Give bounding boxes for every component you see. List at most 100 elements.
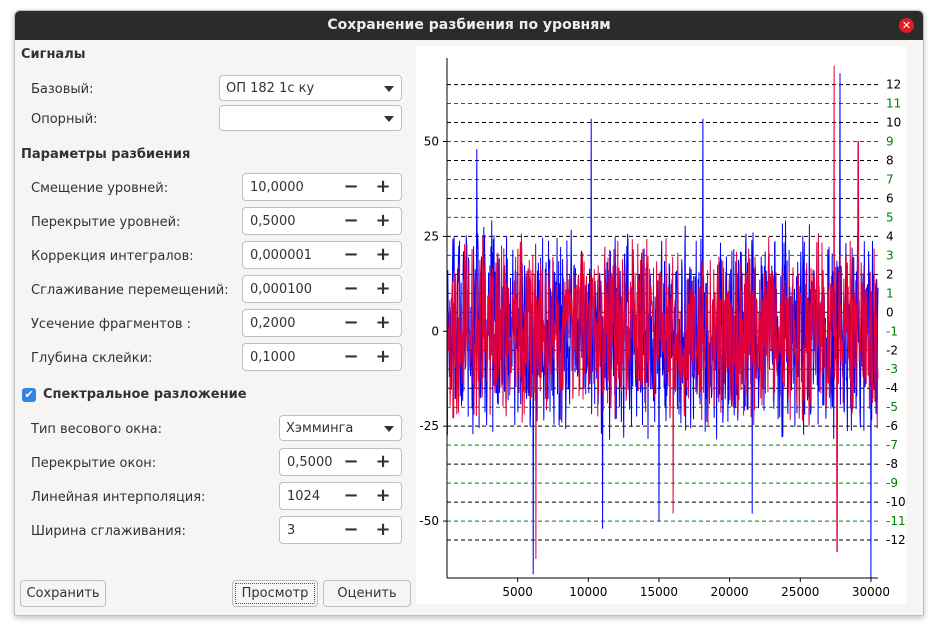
level-offset-spin[interactable]: 10,0000 − +: [242, 173, 402, 201]
spin-value[interactable]: 1024: [287, 489, 321, 504]
x-tick-label: 10000: [569, 585, 607, 599]
smoothing-width-spin[interactable]: 3 − +: [279, 516, 402, 544]
chevron-down-icon: [384, 426, 394, 432]
minus-icon[interactable]: −: [343, 346, 359, 367]
plus-icon[interactable]: +: [375, 244, 391, 265]
level-label: -3: [886, 362, 898, 376]
y-tick-label: 0: [431, 324, 439, 338]
minus-icon[interactable]: −: [343, 451, 359, 472]
spin-value[interactable]: 0,5000: [287, 455, 333, 470]
level-label: 3: [886, 248, 894, 262]
level-label: 7: [886, 172, 894, 186]
params-header: Параметры разбиения: [21, 147, 191, 162]
level-label: 1: [886, 286, 894, 300]
signal-plot[interactable]: 12 11 10 9 8 7 6 5 4 3 2 1 0 -1 -2 -3 -4 -5 -6 -7 -8 -9 -10 -11…: [416, 46, 906, 604]
level-label: 8: [886, 153, 894, 167]
base-signal-value: ОП 182 1с ку: [226, 81, 315, 96]
fragment-truncation-spin[interactable]: 0,2000 − +: [242, 309, 402, 337]
level-label: -8: [886, 457, 898, 471]
chevron-down-icon: [384, 116, 394, 122]
plus-icon[interactable]: +: [375, 176, 391, 197]
integral-correction-spin[interactable]: 0,000001 − +: [242, 241, 402, 269]
spectral-param-label: Перекрытие окон:: [31, 456, 157, 471]
x-tick-label: 25000: [781, 585, 819, 599]
x-tick-label: 15000: [640, 585, 678, 599]
level-label: 0: [886, 305, 894, 319]
spin-value[interactable]: 0,000001: [250, 248, 313, 263]
spin-value[interactable]: 0,5000: [250, 214, 296, 229]
minus-icon[interactable]: −: [343, 519, 359, 540]
plus-icon[interactable]: +: [375, 346, 391, 367]
level-label: 12: [886, 78, 901, 92]
y-tick-label: -25: [419, 419, 439, 433]
plus-icon[interactable]: +: [375, 519, 391, 540]
x-tick-label: 20000: [711, 585, 749, 599]
spin-value[interactable]: 0,2000: [250, 316, 296, 331]
level-label: -10: [886, 495, 906, 509]
level-label: 10: [886, 116, 901, 130]
param-label: Коррекция интегралов:: [31, 249, 194, 264]
x-tick-label: 5000: [502, 585, 533, 599]
level-label: 9: [886, 135, 894, 149]
param-label: Смещение уровней:: [31, 181, 169, 196]
y-tick-label: -50: [419, 514, 439, 528]
level-label: 5: [886, 210, 894, 224]
spin-value[interactable]: 0,1000: [250, 350, 296, 365]
plus-icon[interactable]: +: [375, 312, 391, 333]
y-tick-label: 25: [424, 229, 439, 243]
window-type-combo[interactable]: Хэмминга: [279, 415, 402, 441]
window-overlap-spin[interactable]: 0,5000 − +: [279, 448, 402, 476]
base-signal-combo[interactable]: ОП 182 1с ку: [219, 75, 402, 101]
level-label: -9: [886, 476, 898, 490]
x-tick-label: 30000: [852, 585, 890, 599]
preview-button[interactable]: Просмотр: [232, 580, 318, 607]
window-title: Сохранение разбиения по уровням: [327, 17, 611, 33]
spin-value[interactable]: 3: [287, 523, 296, 538]
spectral-header: Спектральное разложение: [43, 387, 247, 402]
level-label: -11: [886, 514, 906, 528]
window-type-value: Хэмминга: [286, 421, 354, 436]
minus-icon[interactable]: −: [343, 312, 359, 333]
title-bar[interactable]: Сохранение разбиения по уровням ✕: [15, 11, 923, 40]
chevron-down-icon: [384, 86, 394, 92]
window-type-label: Тип весового окна:: [31, 422, 162, 437]
y-tick-label: 50: [424, 135, 439, 149]
displacement-smoothing-spin[interactable]: 0,000100 − +: [242, 275, 402, 303]
signal-series-line: [446, 65, 879, 560]
minus-icon[interactable]: −: [343, 278, 359, 299]
minus-icon[interactable]: −: [343, 485, 359, 506]
level-label: 11: [886, 97, 901, 111]
splice-depth-spin[interactable]: 0,1000 − +: [242, 343, 402, 371]
level-label: -1: [886, 324, 898, 338]
level-label: -4: [886, 381, 898, 395]
spectral-param-label: Линейная интерполяция:: [31, 490, 206, 505]
level-label: -2: [886, 343, 898, 357]
save-button[interactable]: Сохранить: [20, 580, 106, 607]
close-icon[interactable]: ✕: [899, 18, 914, 33]
minus-icon[interactable]: −: [343, 176, 359, 197]
settings-panel: Сигналы Базовый: ОП 182 1с ку Опорный: П…: [15, 41, 411, 615]
evaluate-button[interactable]: Оценить: [323, 580, 411, 607]
level-label: -7: [886, 438, 898, 452]
minus-icon[interactable]: −: [343, 210, 359, 231]
chart-svg: 1211109876543210-1-2-3-4-5-6-7-8-9-10-11…: [419, 58, 906, 599]
level-overlap-spin[interactable]: 0,5000 − +: [242, 207, 402, 235]
plus-icon[interactable]: +: [375, 210, 391, 231]
signals-header: Сигналы: [21, 47, 86, 62]
param-label: Усечение фрагментов :: [31, 317, 191, 332]
minus-icon[interactable]: −: [343, 244, 359, 265]
spin-value[interactable]: 0,000100: [250, 282, 313, 297]
linear-interp-spin[interactable]: 1024 − +: [279, 482, 402, 510]
plus-icon[interactable]: +: [375, 278, 391, 299]
param-label: Перекрытие уровней:: [31, 215, 181, 230]
ref-signal-combo[interactable]: [219, 105, 402, 131]
check-icon: ✔: [24, 388, 34, 401]
spin-value[interactable]: 10,0000: [250, 180, 304, 195]
level-label: 2: [886, 267, 894, 281]
plus-icon[interactable]: +: [375, 485, 391, 506]
level-label: -5: [886, 400, 898, 414]
plus-icon[interactable]: +: [375, 451, 391, 472]
base-signal-label: Базовый:: [31, 82, 94, 97]
spectral-checkbox[interactable]: ✔: [22, 388, 36, 402]
level-label: -12: [886, 533, 906, 547]
